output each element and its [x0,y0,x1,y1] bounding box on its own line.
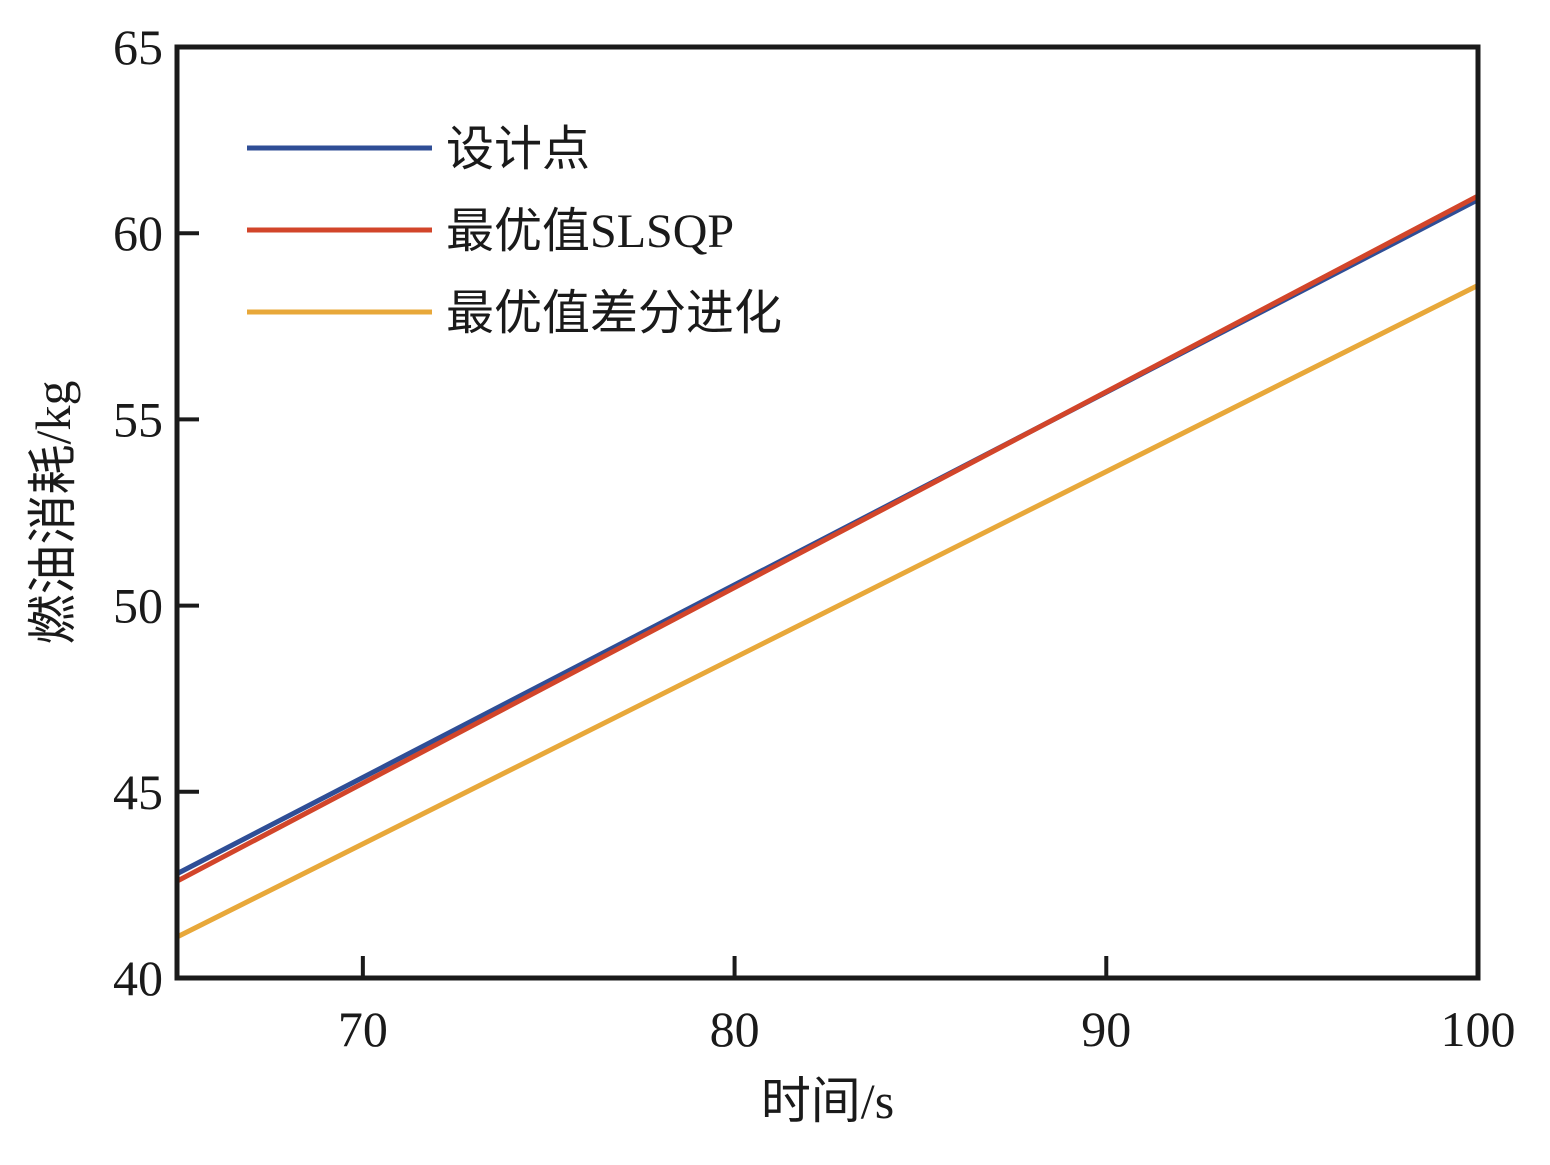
x-tick-label: 70 [338,1001,388,1057]
x-axis: 70 80 90 100 [338,956,1516,1057]
series-layer [175,193,1480,940]
y-tick-label: 60 [113,205,163,261]
legend-label-1: 设计点 [446,123,590,176]
y-tick-label: 45 [113,764,163,820]
x-tick-label: 90 [1081,1001,1131,1057]
y-axis-title: 燃油消耗/kg [25,381,81,645]
y-axis: 40 45 50 55 60 65 [113,19,199,1006]
x-tick-label: 100 [1441,1001,1516,1057]
y-tick-label: 65 [113,19,163,75]
legend-label-2: 最优值SLSQP [446,205,734,258]
y-tick-label: 55 [113,391,163,447]
x-axis-title: 时间/s [761,1073,894,1129]
plot-frame [174,44,1481,981]
series-line-3 [175,283,1480,940]
series-line-2 [175,193,1480,884]
x-tick-label: 80 [710,1001,760,1057]
legend-label-3: 最优值差分进化 [446,287,782,340]
y-tick-label: 50 [113,578,163,634]
y-tick-label: 40 [113,950,163,1006]
